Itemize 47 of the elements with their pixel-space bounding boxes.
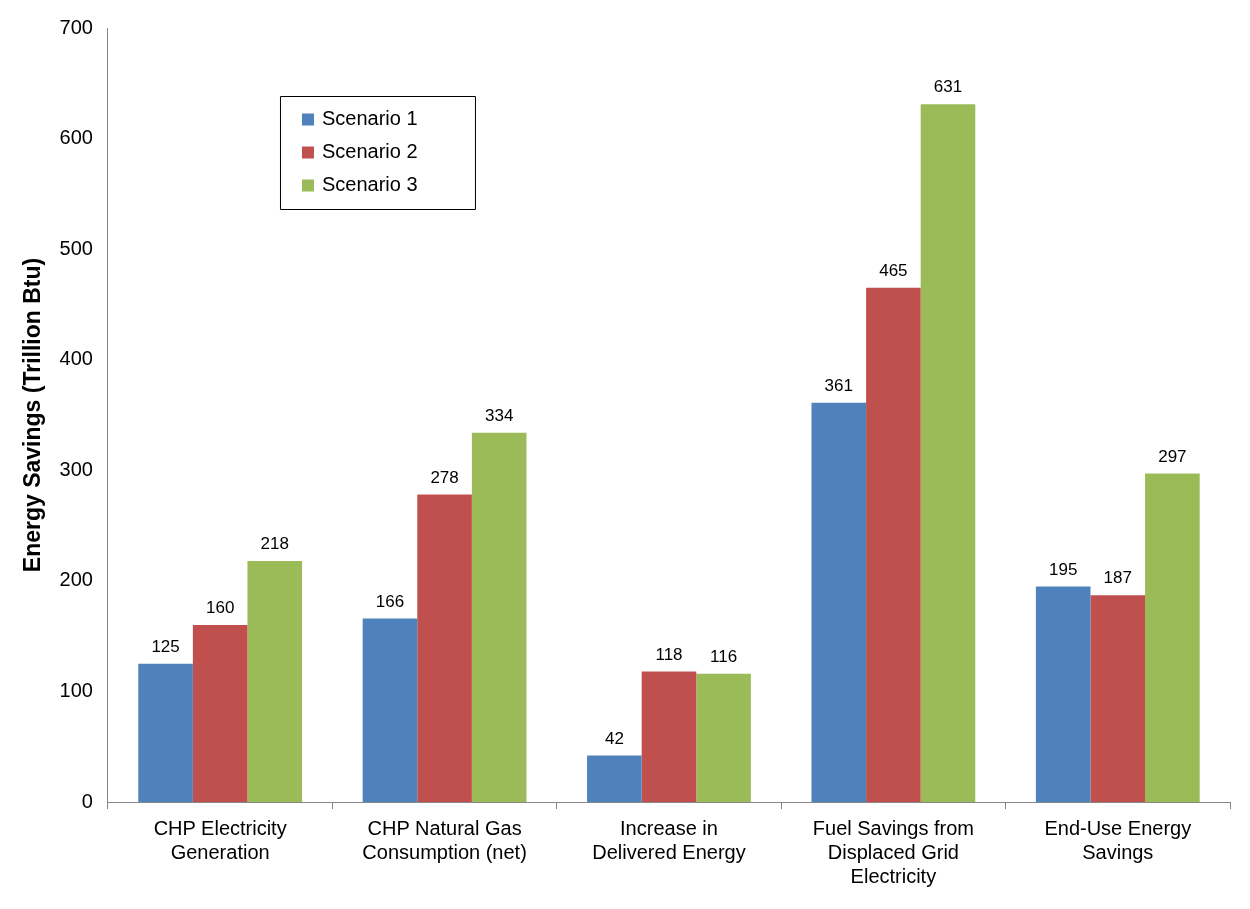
x-tick-label: Fuel Savings from Displaced Grid Electricity (812, 816, 974, 887)
bar (866, 287, 921, 802)
bar (920, 104, 976, 802)
y-tick-label: 100 (59, 678, 93, 701)
data-label: 160 (205, 598, 235, 618)
data-label: 195 (1049, 559, 1078, 579)
bar (192, 625, 248, 802)
bar (811, 402, 867, 802)
bar (587, 755, 642, 802)
bar (696, 673, 751, 802)
y-axis-title: Energy Savings (Trillion Btu) (19, 257, 46, 573)
bar (247, 560, 303, 802)
bar (362, 618, 418, 802)
x-tick-label: Increase in Delivered Energy (592, 816, 746, 863)
legend-label: Scenario 3 (321, 173, 418, 196)
y-tick-label: 300 (59, 457, 93, 480)
bar (417, 494, 472, 802)
bar (1090, 595, 1146, 802)
x-tick-label: CHP Natural Gas Consumption (net) (362, 816, 527, 863)
y-tick-label: 0 (81, 789, 93, 812)
data-label: 125 (151, 636, 180, 656)
bar (641, 671, 697, 802)
legend-label: Scenario 1 (321, 107, 418, 130)
legend-label: Scenario 2 (321, 140, 418, 163)
data-label: 297 (1158, 446, 1187, 466)
x-tick-label: End-Use Energy Savings (1044, 816, 1192, 863)
data-label: 361 (824, 376, 853, 396)
bar (471, 432, 527, 802)
bar (1035, 586, 1091, 802)
data-label: 278 (430, 467, 459, 487)
y-tick-label: 700 (59, 15, 93, 38)
data-label: 631 (933, 77, 963, 97)
data-label: 187 (1103, 568, 1132, 588)
bar (1145, 473, 1200, 802)
data-label: 116 (710, 646, 738, 666)
data-label: 334 (485, 405, 514, 425)
data-label: 166 (375, 591, 405, 611)
y-tick-label: 400 (59, 347, 93, 370)
x-tick-label: CHP Electricity Generation (153, 816, 287, 863)
y-tick-label: 500 (59, 236, 93, 259)
data-label: 465 (879, 261, 908, 281)
data-label: 218 (260, 534, 289, 554)
bar (138, 663, 193, 802)
data-label: 42 (604, 728, 624, 748)
y-tick-label: 600 (59, 126, 93, 149)
y-tick-label: 200 (59, 568, 93, 591)
data-label: 118 (655, 644, 683, 664)
